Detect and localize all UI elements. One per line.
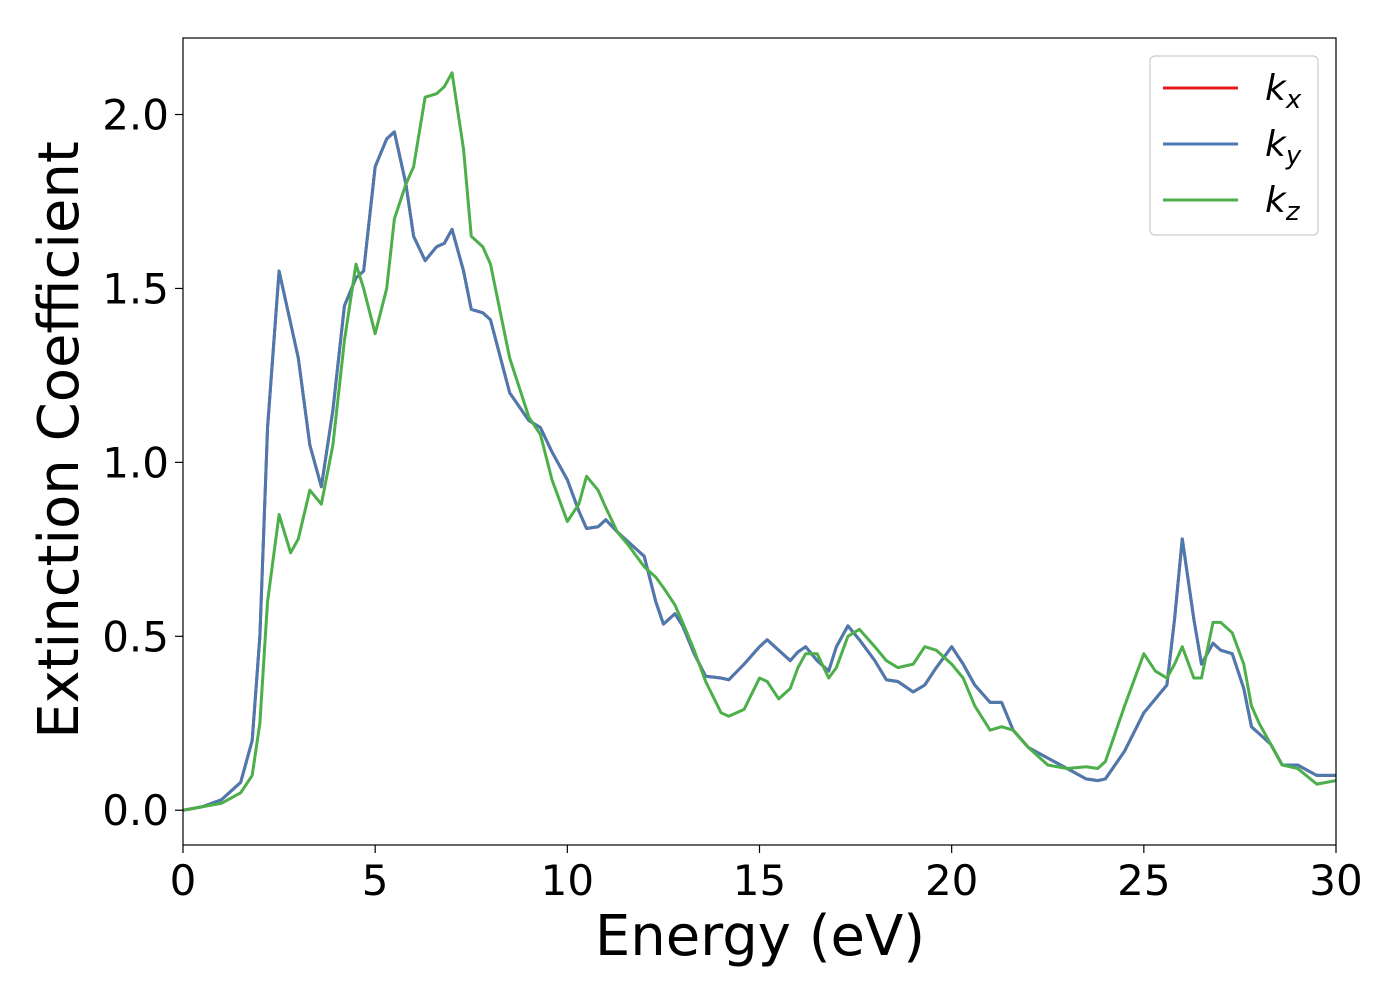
x-tick-label: 0 (170, 856, 197, 905)
legend-label: kz (1265, 180, 1301, 227)
x-tick-label: 25 (1117, 856, 1170, 905)
x-tick-label: 5 (362, 856, 389, 905)
x-tick-label: 15 (733, 856, 786, 905)
legend-label: kx (1265, 68, 1302, 115)
x-tick-label: 10 (541, 856, 594, 905)
x-tick-label: 20 (925, 856, 978, 905)
y-tick-label: 0.0 (102, 786, 169, 835)
y-axis-label: Extinction Coefficient (27, 141, 92, 739)
x-tick-label: 30 (1309, 856, 1362, 905)
y-tick-label: 1.0 (102, 438, 169, 487)
x-axis-label: Energy (eV) (595, 904, 925, 969)
y-tick-label: 0.5 (102, 612, 169, 661)
series-line (183, 130, 1336, 812)
series-line (183, 71, 1336, 812)
y-tick-label: 1.5 (102, 264, 169, 313)
plot-frame (182, 37, 1337, 846)
y-tick-label: 2.0 (102, 91, 169, 140)
legend-label: ky (1265, 124, 1302, 171)
